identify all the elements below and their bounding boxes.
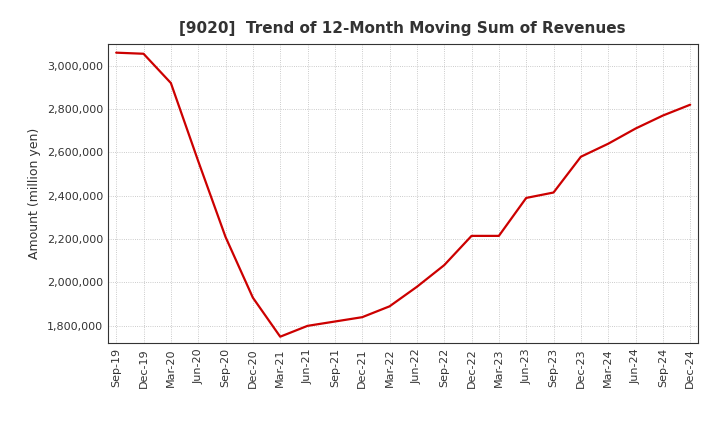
Y-axis label: Amount (million yen): Amount (million yen) bbox=[28, 128, 41, 259]
Text: [9020]  Trend of 12-Month Moving Sum of Revenues: [9020] Trend of 12-Month Moving Sum of R… bbox=[179, 21, 626, 36]
